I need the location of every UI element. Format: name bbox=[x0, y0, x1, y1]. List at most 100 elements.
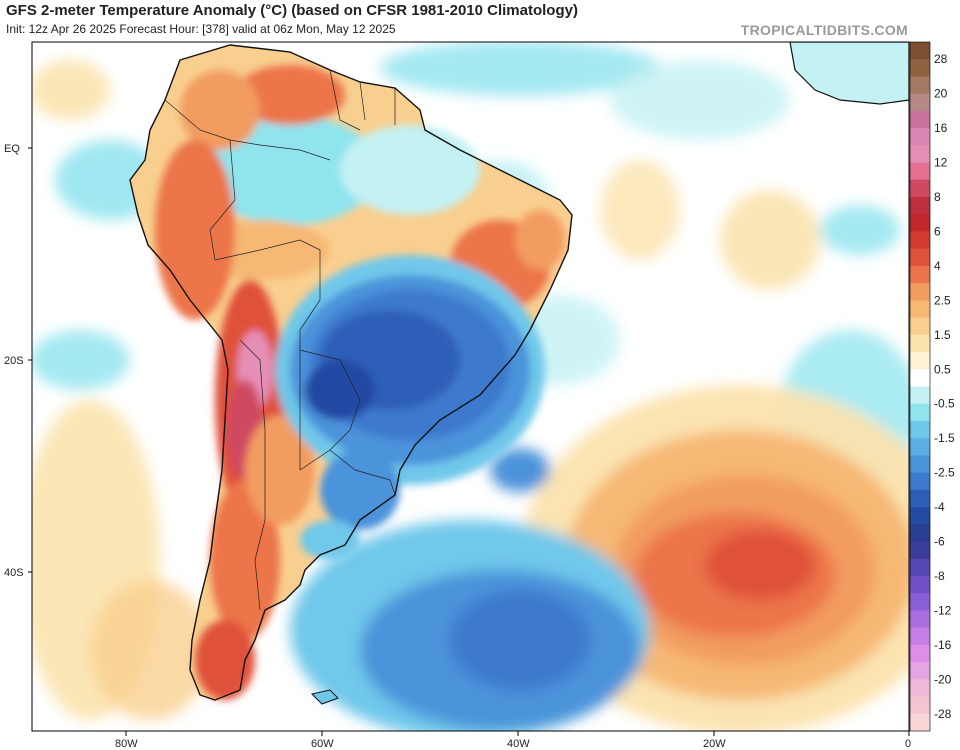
anomaly-patch bbox=[90, 580, 210, 720]
colorbar-label: -16 bbox=[934, 638, 952, 652]
lat-label-20s: 20S bbox=[4, 355, 24, 367]
colorbar-swatch bbox=[910, 420, 930, 439]
site-brand: TROPICALTIDBITS.COM bbox=[740, 22, 908, 38]
colorbar-swatch bbox=[910, 128, 930, 146]
colorbar-swatch bbox=[910, 575, 930, 594]
anomaly-patch bbox=[155, 140, 235, 320]
anomaly-patch bbox=[235, 65, 345, 125]
colorbar-swatch bbox=[910, 541, 930, 560]
colorbar-swatch bbox=[910, 145, 930, 163]
colorbar-label: 2.5 bbox=[934, 293, 951, 307]
colorbar-swatch bbox=[910, 110, 930, 129]
anomaly-patch bbox=[32, 330, 130, 390]
anomaly-patch bbox=[610, 60, 790, 140]
anomaly-patch bbox=[340, 125, 480, 215]
country-borders bbox=[164, 69, 396, 611]
colorbar-label: 0.5 bbox=[934, 362, 951, 376]
colorbar-swatch bbox=[910, 300, 930, 318]
colorbar-swatch bbox=[910, 76, 930, 95]
anomaly-patch bbox=[180, 70, 260, 150]
colorbar-swatch bbox=[910, 696, 930, 715]
colorbar-swatch bbox=[910, 352, 930, 370]
map-subtitle: Init: 12z Apr 26 2025 Forecast Hour: [37… bbox=[6, 22, 396, 36]
latitude-axis: EQ 20S 40S bbox=[4, 143, 32, 579]
colorbar-label: 6 bbox=[934, 224, 941, 238]
colorbar-label: 1.5 bbox=[934, 328, 951, 342]
colorbar-swatch bbox=[910, 489, 930, 508]
colorbar-label: -20 bbox=[934, 672, 952, 686]
colorbar-swatch bbox=[910, 197, 930, 215]
colorbar-swatch bbox=[910, 662, 930, 680]
colorbar-swatch bbox=[910, 627, 930, 646]
anomaly-patch bbox=[320, 450, 400, 530]
anomaly-patch bbox=[210, 480, 280, 640]
lon-label-40w: 40W bbox=[507, 738, 530, 750]
colorbar-swatch bbox=[910, 283, 930, 301]
colorbar-label: 20 bbox=[934, 87, 948, 101]
anomaly-patch bbox=[600, 160, 680, 260]
colorbar-swatch bbox=[910, 214, 930, 232]
colorbar-swatch bbox=[910, 248, 930, 267]
colorbar-swatch bbox=[910, 162, 930, 181]
anomaly-patch bbox=[705, 530, 815, 600]
anomaly-patch bbox=[195, 620, 255, 700]
map-title: GFS 2-meter Temperature Anomaly (°C) (ba… bbox=[6, 2, 578, 19]
colorbar-swatch bbox=[910, 369, 930, 387]
anomaly-patch bbox=[820, 205, 900, 255]
lat-label-40s: 40S bbox=[4, 567, 24, 579]
colorbar-label: -12 bbox=[934, 603, 952, 617]
colorbar-swatch bbox=[910, 524, 930, 542]
colorbar-label: -2.5 bbox=[934, 466, 955, 480]
colorbar-swatch bbox=[910, 593, 930, 611]
anomaly-patch bbox=[245, 415, 315, 525]
colorbar-label: -28 bbox=[934, 707, 952, 721]
map-frame bbox=[31, 41, 910, 732]
colorbar-label: -0.5 bbox=[934, 397, 955, 411]
africa-land bbox=[789, 42, 909, 105]
colorbar-swatch bbox=[910, 644, 930, 663]
colorbar-label: -1.5 bbox=[934, 431, 955, 445]
colorbar-swatch bbox=[910, 231, 930, 250]
colorbar-swatch bbox=[910, 438, 930, 456]
lon-label-60w: 60W bbox=[311, 738, 334, 750]
anomaly-patch bbox=[380, 42, 660, 96]
anomaly-patch bbox=[450, 590, 590, 690]
colorbar-swatch bbox=[910, 59, 930, 77]
land-anomalies bbox=[155, 65, 565, 700]
colorbar-swatch bbox=[910, 610, 930, 629]
lon-label-80w: 80W bbox=[115, 738, 138, 750]
colorbar-swatch bbox=[910, 507, 930, 525]
anomaly-patch bbox=[720, 190, 820, 290]
colorbar: 28 20 16 12 8 6 4 2.5 1.5 0.5 -0.5 -1.5 -2.5 -4 -6 -8 -1… bbox=[909, 41, 955, 732]
lon-label-20w: 20W bbox=[703, 738, 726, 750]
colorbar-swatch bbox=[910, 42, 930, 60]
longitude-axis: 80W 60W 40W 20W 0 bbox=[115, 731, 911, 750]
anomaly-patch bbox=[305, 360, 375, 420]
anomaly-patch bbox=[32, 60, 110, 120]
map-panel bbox=[32, 42, 909, 731]
colorbar-label: -6 bbox=[934, 535, 945, 549]
falklands bbox=[311, 689, 339, 705]
colorbar-swatch bbox=[910, 713, 930, 732]
colorbar-swatch bbox=[910, 558, 930, 577]
colorbar-label: 12 bbox=[934, 156, 948, 170]
colorbar-label: 16 bbox=[934, 121, 948, 135]
coastline bbox=[129, 44, 573, 701]
colorbar-label: 8 bbox=[934, 190, 941, 204]
colorbar-frame bbox=[909, 41, 931, 732]
colorbar-swatch bbox=[910, 386, 930, 405]
colorbar-swatch bbox=[910, 334, 930, 353]
colorbar-label: 28 bbox=[934, 52, 948, 66]
colorbar-swatch bbox=[910, 93, 930, 112]
colorbar-swatch bbox=[910, 455, 930, 474]
lon-label-0: 0 bbox=[905, 738, 911, 750]
colorbar-swatch bbox=[910, 317, 930, 336]
colorbar-label: -8 bbox=[934, 569, 945, 583]
colorbar-label: -4 bbox=[934, 500, 945, 514]
colorbar-swatch bbox=[910, 403, 930, 422]
colorbar-label: 4 bbox=[934, 259, 941, 273]
anomaly-patch bbox=[490, 448, 550, 492]
colorbar-swatch bbox=[910, 472, 930, 491]
anomaly-patch bbox=[300, 520, 360, 560]
